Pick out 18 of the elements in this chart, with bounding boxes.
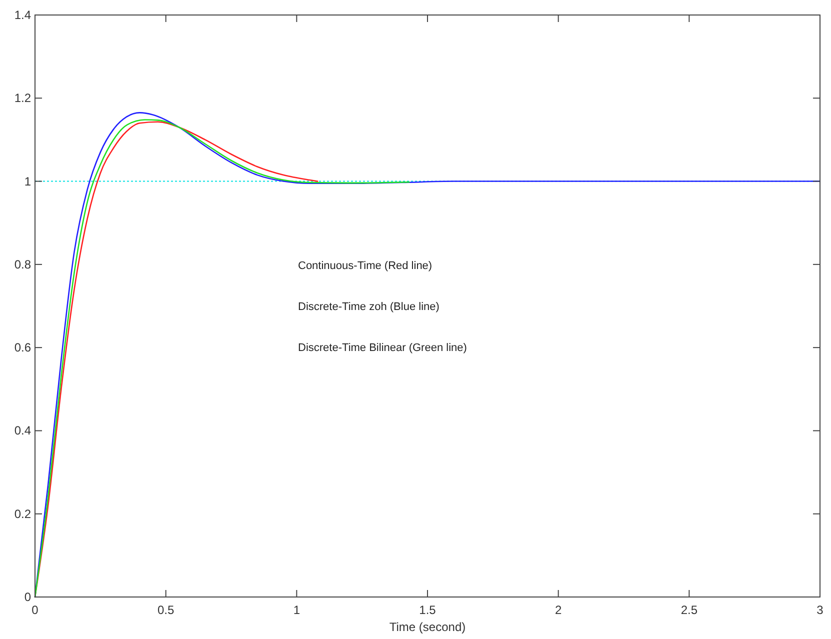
y-tick-label: 1	[24, 174, 32, 188]
y-tick-label: 1.2	[14, 91, 32, 106]
annotation: Discrete-Time Bilinear (Green line)	[298, 342, 467, 354]
y-tick-label: 0.8	[14, 257, 32, 272]
y-tick-label: 0.4	[14, 424, 32, 438]
y-tick-label: 0	[24, 590, 32, 604]
x-tick-label: 0.5	[157, 603, 174, 617]
x-axis-title: Time (second)	[389, 620, 466, 634]
x-tick-label: 2.5	[680, 603, 698, 617]
x-tick-label: 1	[293, 603, 300, 617]
x-tick-label: 1.5	[419, 603, 436, 617]
x-tick-label: 3	[816, 603, 824, 617]
annotation: Continuous-Time (Red line)	[298, 260, 432, 272]
y-tick-label: 0.6	[14, 340, 32, 355]
y-tick-label: 0.2	[14, 506, 32, 521]
x-tick-label: 2	[554, 603, 562, 617]
y-tick-label: 1.4	[14, 8, 32, 22]
annotation: Discrete-Time zoh (Blue line)	[298, 301, 440, 313]
